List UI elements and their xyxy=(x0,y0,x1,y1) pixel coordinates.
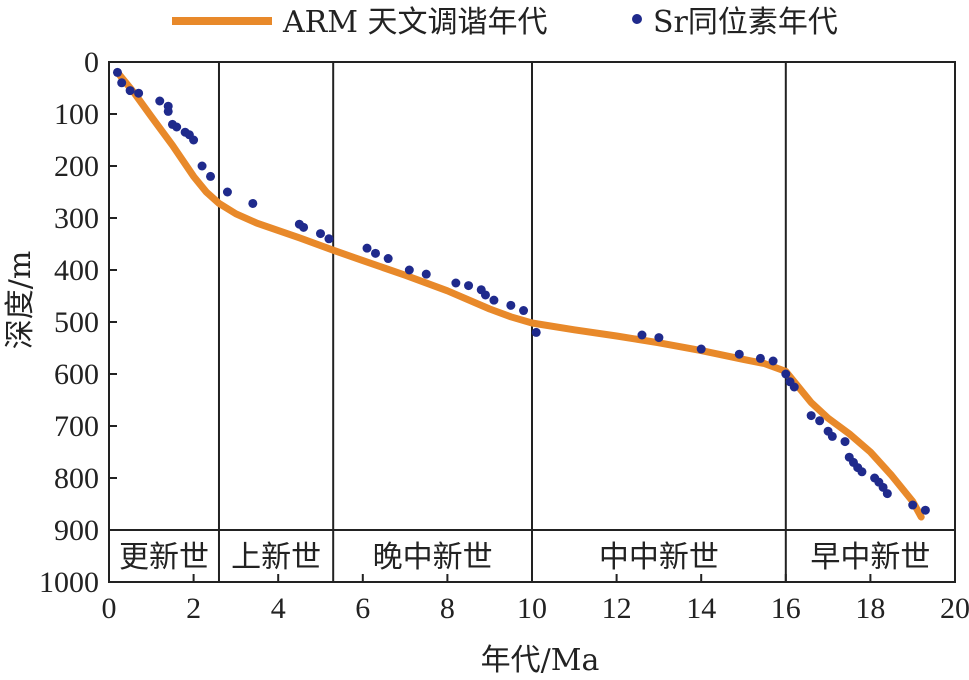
y-tick-label: 300 xyxy=(54,202,99,235)
sr-data-point xyxy=(489,295,499,305)
sr-data-point xyxy=(404,265,414,275)
sr-data-point xyxy=(637,330,647,340)
sr-data-point xyxy=(781,369,791,379)
x-tick-label: 4 xyxy=(271,592,286,625)
sr-data-point xyxy=(155,96,165,106)
sr-data-point xyxy=(383,254,393,264)
legend: ARM 天文调谐年代 Sr同位素年代 xyxy=(172,5,838,40)
sr-data-point xyxy=(806,411,816,421)
sr-data-point xyxy=(857,467,867,477)
plot-area xyxy=(112,67,930,521)
sr-data-point xyxy=(206,171,216,181)
x-tick-label: 14 xyxy=(686,592,716,625)
sr-data-point xyxy=(112,67,122,77)
sr-data-point xyxy=(370,248,380,258)
y-tick-label: 400 xyxy=(54,254,99,287)
sr-data-point xyxy=(531,327,541,337)
sr-data-point xyxy=(222,187,232,197)
sr-data-point xyxy=(125,86,135,96)
sr-data-point xyxy=(189,135,199,145)
sr-data-point xyxy=(734,349,744,359)
sr-data-point xyxy=(768,356,778,366)
x-tick-label: 2 xyxy=(186,592,201,625)
sr-data-point xyxy=(324,234,334,244)
legend-sr-swatch xyxy=(632,14,642,24)
x-tick-label: 16 xyxy=(771,592,801,625)
sr-data-point xyxy=(827,431,837,441)
x-tick-label: 0 xyxy=(102,592,117,625)
x-axis-title: 年代/Ma xyxy=(481,643,600,678)
arm-series-line xyxy=(114,68,925,521)
x-tick-label: 20 xyxy=(940,592,969,625)
sr-data-point xyxy=(163,106,173,116)
y-tick-label: 500 xyxy=(54,306,99,339)
sr-data-point xyxy=(362,243,372,253)
sr-data-point xyxy=(117,78,127,88)
sr-data-point xyxy=(519,306,529,316)
legend-arm-label: ARM 天文调谐年代 xyxy=(282,5,548,40)
x-tick-label: 10 xyxy=(517,592,547,625)
sr-data-point xyxy=(134,88,144,98)
sr-data-point xyxy=(197,161,207,171)
sr-data-point xyxy=(248,198,258,208)
y-tick-label: 200 xyxy=(54,150,99,183)
sr-data-point xyxy=(882,489,892,499)
y-tick-label: 700 xyxy=(54,410,99,443)
sr-data-point xyxy=(421,269,431,279)
sr-data-point xyxy=(654,333,664,343)
x-tick-label: 12 xyxy=(602,592,632,625)
axes: 0 2 4 6 8 10 12 14 16 18 2001002003004005006007008… xyxy=(39,46,969,625)
sr-data-point xyxy=(299,222,309,232)
sr-data-point xyxy=(172,122,182,132)
x-tick-label: 6 xyxy=(355,592,370,625)
y-tick-label: 600 xyxy=(54,358,99,391)
sr-data-point xyxy=(840,437,850,447)
sr-data-point xyxy=(696,344,706,354)
sr-data-point xyxy=(464,281,474,291)
epoch-label: 晚中新世 xyxy=(373,540,493,575)
epoch-label: 中中新世 xyxy=(599,540,719,575)
legend-sr-label: Sr同位素年代 xyxy=(653,5,838,40)
x-tick-label: 8 xyxy=(440,592,455,625)
y-tick-label: 900 xyxy=(54,514,99,547)
sr-data-point xyxy=(815,416,825,426)
epoch-label: 更新世 xyxy=(119,540,209,575)
x-tick-label: 18 xyxy=(855,592,885,625)
epoch-label: 早中新世 xyxy=(810,540,930,575)
y-tick-label: 100 xyxy=(54,98,99,131)
sr-data-point xyxy=(908,500,918,510)
y-axis-title: 深度/m xyxy=(3,251,38,350)
sr-data-point xyxy=(755,353,765,363)
y-tick-label: 0 xyxy=(84,46,99,79)
sr-data-point xyxy=(451,278,461,288)
epoch-label: 上新世 xyxy=(231,540,321,575)
y-tick-label: 800 xyxy=(54,462,99,495)
sr-data-point xyxy=(316,229,325,239)
y-tick-label: 1000 xyxy=(39,566,99,599)
sr-data-point xyxy=(506,300,516,310)
sr-data-point xyxy=(920,505,930,515)
sr-data-point xyxy=(480,290,490,300)
sr-data-point xyxy=(789,382,799,392)
